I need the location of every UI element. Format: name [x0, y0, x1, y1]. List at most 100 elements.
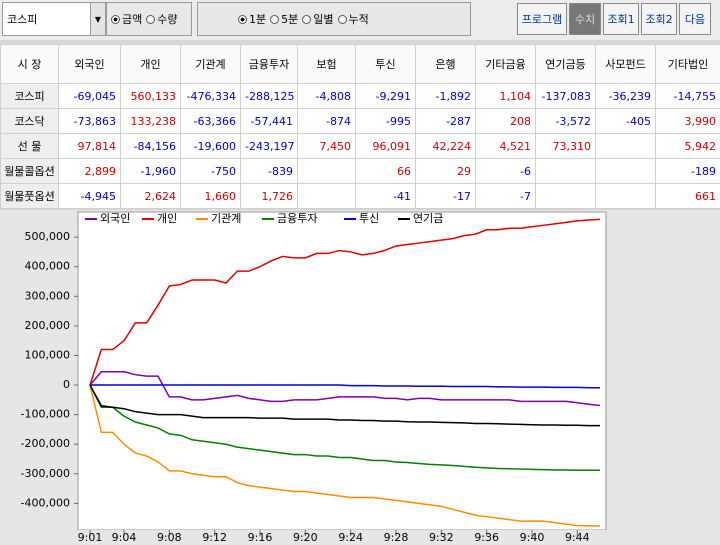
market-value: 코스피 — [7, 13, 38, 26]
header-cell: 투신 — [355, 44, 416, 84]
series-line — [90, 384, 600, 389]
header-cell: 연기금등 — [535, 44, 596, 84]
button[interactable]: 다음 — [679, 3, 711, 35]
cell: -476,334 — [180, 83, 241, 109]
cell: -839 — [240, 158, 298, 184]
radio-label: 5분 — [281, 13, 299, 26]
toolbar: 코스피 ▼ 금액 수량 1분 5분 일별 누적 프로그램 수치 조회1 조회2 … — [0, 0, 720, 40]
cell: -17 — [415, 183, 476, 209]
radio[interactable]: 수량 — [146, 11, 178, 27]
radio[interactable]: 1분 — [238, 11, 266, 27]
cell: 97,814 — [58, 133, 121, 159]
cell: -3,572 — [535, 108, 596, 134]
cell: 560,133 — [120, 83, 181, 109]
button[interactable]: 수치 — [569, 3, 601, 35]
legend-label: 기관계 — [211, 212, 241, 225]
cell: -4,945 — [58, 183, 121, 209]
legend-label: 연기금 — [413, 212, 443, 225]
x-axis-band — [78, 530, 606, 545]
table-row: 월물콜옵션 2,899 -1,960 -750 -839 66 29 -6 -189 — [0, 158, 720, 184]
cell: -73,863 — [58, 108, 121, 134]
cell: 661 — [655, 183, 720, 209]
cell: 2,899 — [58, 158, 121, 184]
series-line — [89, 384, 600, 471]
x-tick-label: 9:32 — [429, 531, 454, 544]
market-select[interactable]: 코스피 ▼ — [2, 2, 106, 36]
legend-label: 외국인 — [100, 212, 130, 225]
y-tick-label: 200,000 — [25, 319, 71, 332]
x-tick-label: 9:36 — [474, 531, 499, 544]
radio-label: 누적 — [348, 13, 369, 26]
x-tick-label: 9:08 — [157, 531, 182, 544]
cell: 42,224 — [415, 133, 476, 159]
cell: -287 — [415, 108, 476, 134]
radio[interactable]: 5분 — [270, 11, 298, 27]
radio-label: 일별 — [313, 13, 334, 26]
x-tick-label: 9:16 — [248, 531, 273, 544]
cell: -7 — [475, 183, 536, 209]
header-cell: 금융투자 — [240, 44, 298, 84]
table-row: 코스피 -69,045 560,133 -476,334 -288,125 -4,808-… — [0, 83, 720, 109]
header-cell: 사모펀드 — [595, 44, 656, 84]
y-tick-label: -400,000 — [21, 496, 70, 509]
cell — [595, 183, 656, 209]
x-tick-label: 9:28 — [384, 531, 409, 544]
radio[interactable]: 일별 — [302, 11, 334, 27]
cell — [297, 158, 356, 184]
cell: -243,197 — [240, 133, 298, 159]
cell: 29 — [415, 158, 476, 184]
radio-label: 금액 — [122, 13, 143, 26]
radio[interactable]: 금액 — [111, 11, 142, 27]
x-tick-label: 9:20 — [293, 531, 318, 544]
series-line — [89, 218, 601, 386]
cell: -995 — [355, 108, 416, 134]
radio-label: 1분 — [249, 13, 267, 26]
series-line — [89, 384, 600, 427]
cell: -405 — [595, 108, 656, 134]
table-row: 시 장 외국인 개인 기관계 금융투자 보험 투신 은행 기타금융 연기금등 사모펀드 기타법인 — [0, 44, 720, 84]
header-cell: 보험 — [297, 44, 356, 84]
button[interactable]: 조회1 — [603, 3, 639, 35]
cell: -19,600 — [180, 133, 241, 159]
y-tick-label: 500,000 — [25, 230, 71, 243]
cell: -57,441 — [240, 108, 298, 134]
y-tick-label: 100,000 — [25, 348, 71, 361]
button[interactable]: 프로그램 — [517, 3, 567, 35]
data-table: 시 장 외국인 개인 기관계 금융투자 보험 투신 은행 기타금융 연기금등 사모펀드 기타법인 코스피… — [0, 44, 720, 209]
cell: -137,083 — [535, 83, 596, 109]
table-row: 월물풋옵션 -4,945 2,624 1,660 1,726 -41 -17 -7 661 — [0, 183, 720, 209]
y-tick-label: 300,000 — [25, 289, 71, 302]
button[interactable]: 조회2 — [641, 3, 677, 35]
cell: -1,892 — [415, 83, 476, 109]
cell: -41 — [355, 183, 416, 209]
series-line — [89, 384, 600, 527]
cell: -4,808 — [297, 83, 356, 109]
row-label: 코스닥 — [0, 108, 59, 134]
header-cell: 기관계 — [180, 44, 241, 84]
series-line — [89, 370, 601, 407]
row-label: 월물풋옵션 — [0, 183, 59, 209]
cell — [535, 183, 596, 209]
cell: -36,239 — [595, 83, 656, 109]
cell: -69,045 — [58, 83, 121, 109]
cell: 208 — [475, 108, 536, 134]
header-cell: 기타법인 — [655, 44, 720, 84]
cell: -14,755 — [655, 83, 720, 109]
header-cell: 외국인 — [58, 44, 121, 84]
dropdown-arrow[interactable]: ▼ — [90, 3, 105, 35]
y-tick-label: 0 — [63, 378, 70, 391]
chart: -400,000 -300,000 -200,000 -100,000 0 100,000… — [0, 210, 720, 545]
cell: -84,156 — [120, 133, 181, 159]
radio-label: 수량 — [157, 13, 178, 26]
x-tick-label: 9:44 — [565, 531, 590, 544]
legend-label: 금융투자 — [277, 212, 317, 225]
cell: -9,291 — [355, 83, 416, 109]
cell: -288,125 — [240, 83, 298, 109]
cell: -6 — [475, 158, 536, 184]
cell: 66 — [355, 158, 416, 184]
radio[interactable]: 누적 — [337, 11, 369, 27]
row-label: 월물콜옵션 — [0, 158, 59, 184]
cell: 73,310 — [535, 133, 596, 159]
x-tick-label: 9:01 — [78, 531, 103, 544]
